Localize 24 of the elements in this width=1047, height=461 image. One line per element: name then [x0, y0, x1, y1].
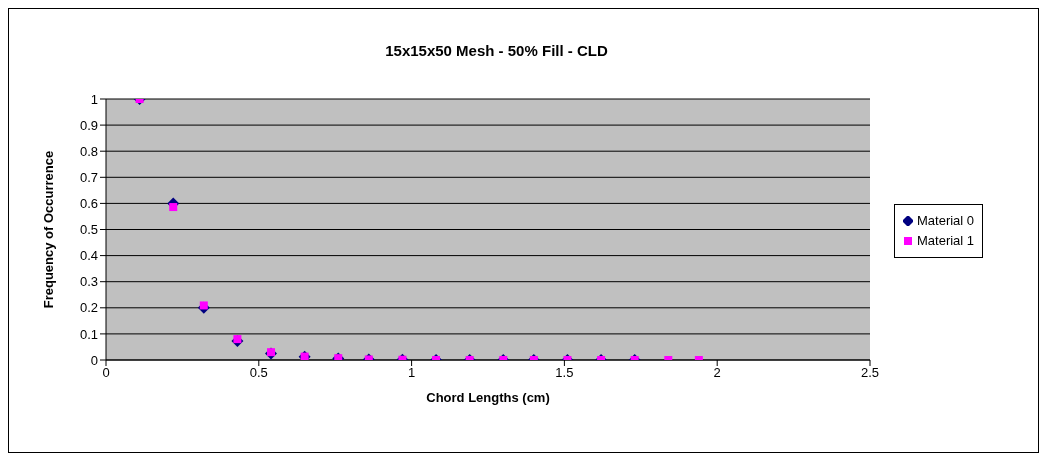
y-tick-label: 0.7	[79, 169, 98, 185]
y-tick-label: 0.9	[79, 117, 98, 133]
point	[199, 301, 208, 310]
y-axis-title: Frequency of Occurrence	[40, 150, 56, 309]
y-tick-label: 0.1	[79, 326, 98, 342]
point	[169, 203, 178, 212]
y-tick-label: 0.6	[79, 196, 98, 212]
x-axis-title: Chord Lengths (cm)	[426, 390, 550, 405]
y-tick-label: 0.5	[79, 222, 98, 238]
legend-label: Material 1	[917, 231, 975, 250]
x-tick-label: 2.5	[860, 365, 880, 381]
y-tick-label: 0.4	[79, 248, 98, 264]
y-tick-label: 0	[90, 352, 98, 368]
x-tick-label: 1.5	[555, 365, 574, 381]
x-tick-label: 1	[407, 365, 416, 381]
x-tick-label: 2	[713, 365, 721, 381]
chart-title: 15x15x50 Mesh - 50% Fill - CLD	[384, 42, 609, 59]
y-tick-label: 0.3	[79, 274, 98, 290]
y-tick-label: 0.2	[79, 300, 98, 316]
x-tick-label: 0	[102, 365, 110, 381]
x-tick-label: 0.5	[249, 365, 268, 381]
legend-label: Material 0	[917, 211, 975, 230]
y-tick-label: 1	[90, 91, 98, 107]
y-tick-label: 0.8	[79, 143, 98, 159]
